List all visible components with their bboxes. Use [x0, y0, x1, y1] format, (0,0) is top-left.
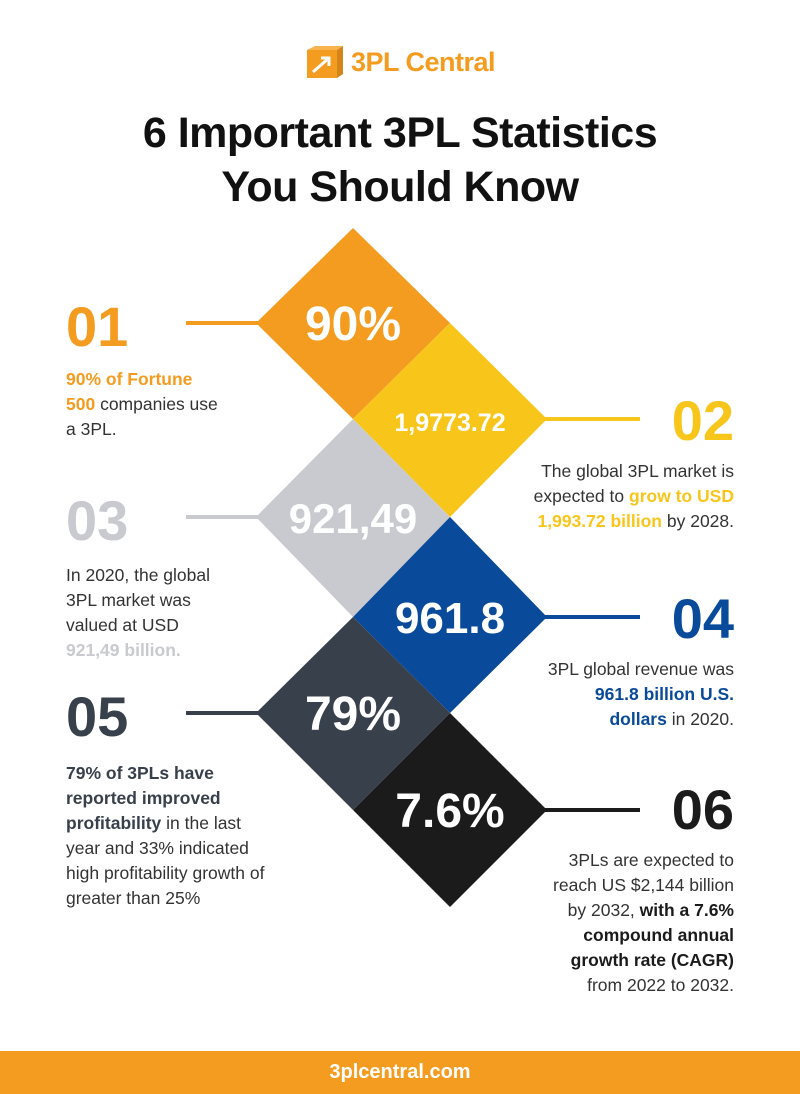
stat-04-highlight: 961.8 billion U.S. dollars [594, 684, 734, 729]
stat-04-text-pre: 3PL global revenue was [547, 659, 734, 679]
diamond-04 [353, 517, 547, 713]
diamond-06-value: 7.6% [395, 785, 504, 838]
stat-06-text-post: from 2022 to 2032. [587, 975, 734, 995]
stat-06-highlight: with a 7.6% compound annual growth rate … [570, 900, 734, 970]
box-icon [307, 46, 343, 78]
stat-01-number: 01 [66, 295, 129, 358]
diamond-01 [256, 228, 450, 419]
brand-name: 3PL Central [351, 47, 496, 77]
brand-logo: 3PL Central [305, 44, 505, 84]
diamond-03-value: 921,49 [289, 495, 417, 542]
stat-03-number: 03 [66, 489, 129, 552]
page-title-line-2: You Should Know [221, 163, 579, 211]
stat-02-description: The global 3PL market is expected to gro… [520, 459, 734, 534]
stat-05-number: 05 [66, 685, 129, 748]
stat-03-text: In 2020, the global 3PL market was value… [66, 565, 211, 635]
diamond-04-value: 961.8 [395, 594, 505, 643]
stat-02-highlight: grow to USD 1,993.72 billion [537, 486, 735, 531]
diamond-05 [256, 617, 450, 810]
footer-url[interactable]: 3plcentral.com [0, 1051, 800, 1094]
stat-01-description: 90% of Fortune 500 companies use a 3PL. [66, 367, 226, 442]
stat-04-description: 3PL global revenue was 961.8 billion U.S… [540, 657, 734, 732]
diamond-01-value: 90% [305, 298, 401, 351]
stat-03-description: In 2020, the global 3PL market was value… [66, 563, 236, 663]
diamond-03 [256, 419, 450, 617]
stat-05-description: 79% of 3PLs have reported improved profi… [66, 761, 271, 911]
page-title-line-1: 6 Important 3PL Statistics [142, 109, 658, 157]
stat-04-number: 04 [671, 587, 734, 650]
stat-02-number: 02 [671, 389, 734, 452]
stat-03-highlight: 921,49 billion. [66, 640, 181, 660]
stat-04-text-post: in 2020. [666, 709, 734, 729]
stat-06-description: 3PLs are expected to reach US $2,144 bil… [540, 848, 734, 998]
diamond-02-value: 1,9773.72 [394, 409, 505, 437]
stat-06-text-pre: 3PLs are expected to reach US $2,144 bil… [553, 850, 734, 920]
diamond-05-value: 79% [305, 688, 401, 741]
stat-01-highlight: 90% of Fortune 500 [66, 369, 193, 414]
stat-02-text-pre: The global 3PL market is expected to [533, 461, 734, 506]
stat-06-number: 06 [671, 778, 734, 841]
diamond-02 [353, 323, 547, 517]
stat-05-text: in the last year and 33% indicated high … [66, 813, 265, 908]
diamond-06 [353, 713, 547, 907]
stat-01-text: companies use a 3PL. [66, 394, 218, 439]
stat-05-highlight: 79% of 3PLs have reported improved profi… [66, 763, 221, 833]
stat-02-text-post: by 2028. [662, 511, 734, 531]
